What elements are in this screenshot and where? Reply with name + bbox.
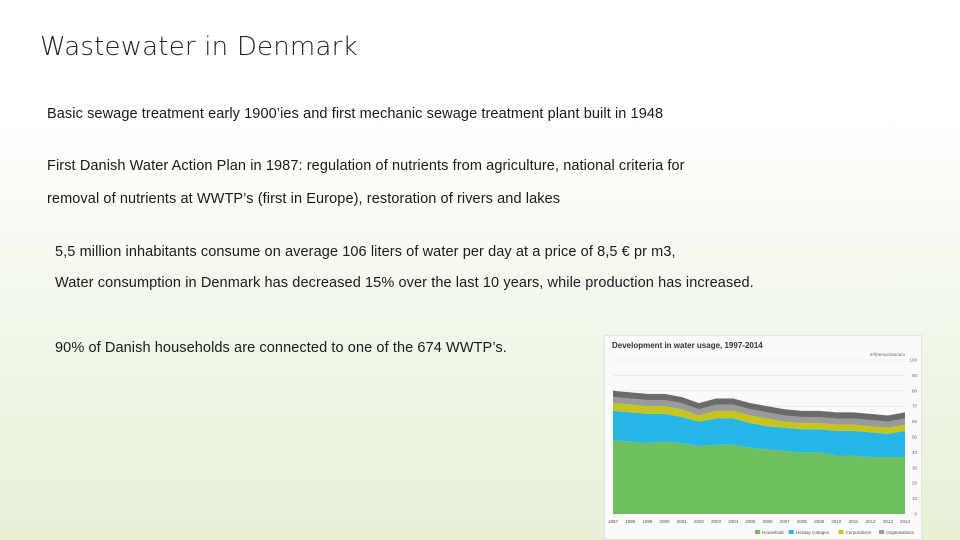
y-tick-label: 40 [912, 450, 918, 455]
x-tick-label: 2007 [780, 519, 791, 524]
x-tick-label: 2001 [677, 519, 688, 524]
chart-areas [613, 390, 905, 514]
y-tick-label: 0 [914, 512, 917, 517]
legend-swatch [879, 530, 885, 534]
x-tick-label: 1997 [608, 519, 619, 524]
chart-unit-label: m³/person/annum [870, 352, 906, 357]
x-tick-label: 2010 [831, 519, 842, 524]
paragraph-households: 90% of Danish households are connected t… [55, 340, 507, 356]
area-leaks [613, 390, 905, 422]
water-usage-chart: Development in water usage, 1997-2014 m³… [604, 335, 922, 540]
paragraph-sewage-history: Basic sewage treatment early 1900’ies an… [47, 106, 664, 122]
x-tick-label: 1999 [642, 519, 653, 524]
y-tick-label: 80 [912, 388, 918, 393]
y-tick-label: 60 [912, 419, 918, 424]
area-holiday-cottages [613, 410, 905, 458]
legend-swatch [838, 530, 844, 534]
x-tick-label: 2008 [797, 519, 808, 524]
legend-label: Household [762, 530, 784, 535]
y-tick-label: 90 [912, 373, 918, 378]
x-tick-label: 2009 [814, 519, 825, 524]
x-tick-label: 1998 [625, 519, 636, 524]
x-tick-label: 2003 [711, 519, 722, 524]
x-tick-label: 2011 [849, 519, 859, 524]
chart-legend: Household Holiday cottages Corporations Org… [755, 530, 915, 535]
x-tick-label: 2000 [660, 519, 671, 524]
x-tick-label: 2006 [763, 519, 774, 524]
y-tick-label: 20 [912, 481, 918, 486]
legend-swatch [788, 530, 794, 534]
chart-y-ticks: 0 10 20 30 40 50 60 70 80 90 100 [909, 358, 917, 517]
legend-swatch [755, 530, 760, 534]
water-usage-chart-svg: Development in water usage, 1997-2014 m³… [608, 341, 917, 535]
x-tick-label: 2014 [900, 519, 911, 524]
legend-label: Organisations [886, 530, 915, 535]
chart-x-ticks: 1997 1998 1999 2000 2001 2002 2003 2004 2005 2006… [608, 519, 911, 524]
y-tick-label: 100 [909, 358, 917, 363]
paragraph-decrease: Water consumption in Denmark has decreas… [55, 275, 754, 291]
y-tick-label: 70 [912, 404, 918, 409]
legend-label: Corporations [846, 530, 873, 535]
x-tick-label: 2004 [728, 519, 739, 524]
area-household [613, 440, 905, 514]
y-tick-label: 30 [912, 465, 918, 470]
x-tick-label: 2012 [866, 519, 877, 524]
paragraph-consumption: 5,5 million inhabitants consume on avera… [55, 244, 676, 260]
area-organisations [613, 396, 905, 428]
legend-label: Holiday cottages [796, 530, 830, 535]
x-tick-label: 2005 [745, 519, 756, 524]
y-tick-label: 50 [912, 435, 918, 440]
paragraph-action-plan: First Danish Water Action Plan in 1987: … [47, 158, 685, 207]
x-tick-label: 2002 [694, 519, 705, 524]
area-corporations [613, 403, 905, 434]
chart-title: Development in water usage, 1997-2014 [612, 341, 763, 350]
x-tick-label: 2013 [883, 519, 894, 524]
slide-title: Wastewater in Denmark [40, 32, 358, 62]
y-tick-label: 10 [912, 496, 918, 501]
